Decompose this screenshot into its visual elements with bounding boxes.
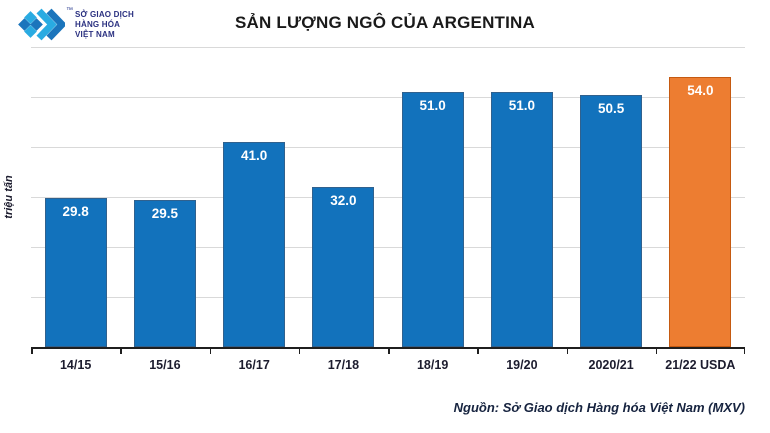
mxv-logo-text: SỞ GIAO DỊCH HÀNG HÓA VIỆT NAM — [75, 10, 134, 40]
bar-2020/21: 50.5 — [580, 94, 643, 347]
x-axis-label-18/19: 18/19 — [416, 358, 449, 372]
x-axis-tick — [477, 349, 479, 354]
logo-text-line-1: SỞ GIAO DỊCH — [75, 10, 135, 19]
x-axis-tick — [298, 349, 301, 354]
bar-19/20: 51.0 — [490, 92, 553, 347]
x-axis-tick — [566, 349, 568, 354]
mxv-logo: ™ SỞ GIAO DỊCH HÀNG HÓA VIỆT NAM — [18, 7, 134, 45]
gridline-10 — [31, 297, 745, 298]
bar-14/15: 29.8 — [44, 198, 107, 347]
x-axis-tick — [31, 349, 33, 354]
x-axis-label-2020/21: 2020/21 — [588, 358, 634, 372]
gridline-40 — [31, 147, 745, 148]
bar-value-label: 54.0 — [687, 83, 714, 98]
x-axis-label-14/15: 14/15 — [59, 358, 92, 372]
bar-value-label: 50.5 — [597, 100, 625, 116]
bar-value-label: 51.0 — [508, 98, 536, 113]
plot-area: 29.8 29.5 41.0 32.0 51.0 51.0 50.5 54.0 14/15 15/… — [31, 47, 745, 372]
bar-value-label: 41.0 — [240, 148, 268, 163]
x-axis-label-19/20: 19/20 — [506, 358, 538, 372]
bar-16/17: 41.0 — [223, 142, 286, 347]
x-axis-tick — [388, 349, 390, 354]
bar-value-label: 29.8 — [62, 204, 89, 219]
x-axis-label-16/17: 16/17 — [238, 358, 270, 372]
x-axis-label-21/22 USDA: 21/22 USDA — [665, 358, 736, 372]
source-note: Nguồn: Sở Giao dịch Hàng hóa Việt Nam (M… — [453, 400, 745, 415]
gridline-50 — [31, 97, 745, 98]
bar-17/18: 32.0 — [312, 187, 375, 347]
bar-18/19: 51.0 — [401, 92, 464, 347]
bar-value-label: 51.0 — [419, 98, 446, 113]
bar-21/22 USDA: 54.0 — [669, 77, 732, 347]
bar-value-label: 29.5 — [151, 205, 179, 221]
y-axis-label: triệu tấn — [3, 175, 15, 219]
bar-value-label: 32.0 — [330, 193, 357, 208]
chart-title: SẢN LƯỢNG NGÔ CỦA ARGENTINA — [234, 13, 536, 32]
mxv-logo-icon — [18, 8, 65, 41]
gridline-30 — [31, 197, 745, 198]
x-axis-tick — [655, 349, 658, 354]
bar-15/16: 29.5 — [133, 199, 196, 347]
x-axis-tick — [743, 349, 745, 354]
gridline-60 — [31, 47, 745, 48]
logo-text-line-3: VIỆT NAM — [75, 30, 115, 39]
x-axis-label-17/18: 17/18 — [327, 358, 360, 372]
x-axis-tick — [209, 349, 211, 354]
x-axis-tick — [120, 349, 122, 354]
x-axis-label-15/16: 15/16 — [149, 358, 181, 372]
trademark-symbol: ™ — [66, 7, 73, 14]
gridline-20 — [31, 247, 745, 248]
logo-text-line-2: HÀNG HÓA — [75, 20, 121, 29]
